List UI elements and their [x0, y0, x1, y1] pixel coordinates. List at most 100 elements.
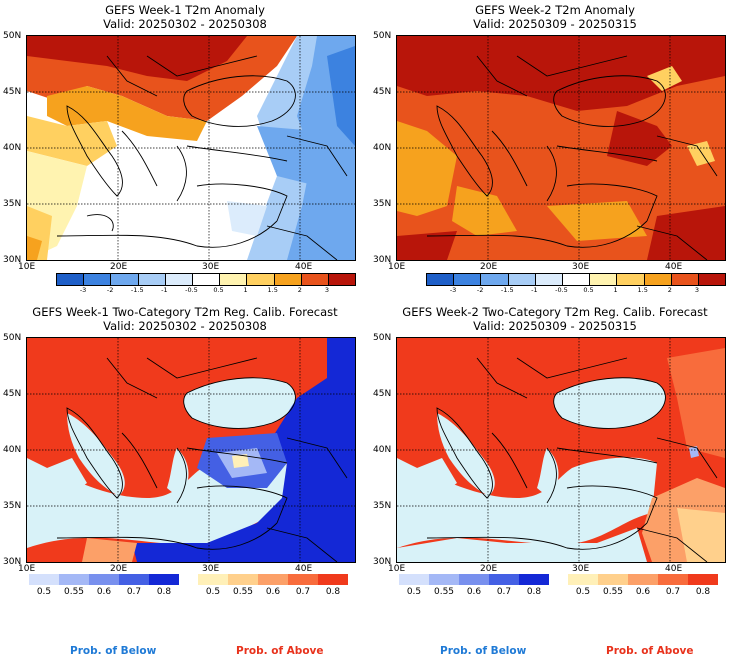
prob-above-label: 0.8	[695, 587, 711, 597]
anomaly-colorbar-label: 3	[324, 286, 329, 294]
lat-label-40n: 40N	[373, 143, 392, 153]
prob-above-labels: 0.5 0.55 0.6 0.7 0.8	[568, 587, 718, 597]
prob-above-label: 0.7	[665, 587, 681, 597]
lat-label-45n: 45N	[373, 87, 392, 97]
prob-above-color-box	[628, 574, 658, 585]
prob-below-color-box	[59, 574, 89, 585]
panel-valid-dates: Valid: 20250302 - 20250308	[103, 319, 267, 333]
lon-label-20e: 20E	[480, 262, 498, 272]
anomaly-color-box	[617, 274, 645, 285]
anomaly-color-box	[165, 274, 193, 285]
prob-below-color-box	[429, 574, 459, 585]
prob-below-label: 0.8	[526, 587, 542, 597]
panel-valid-dates: Valid: 20250302 - 20250308	[103, 17, 267, 31]
prob-below-label: 0.6	[466, 587, 482, 597]
panel-week2-anomaly: GEFS Week-2 T2m Anomaly Valid: 20250309 …	[370, 0, 740, 300]
prob-above-colorbar	[198, 574, 348, 585]
caption-prob-below-left: Prob. of Below	[70, 645, 157, 657]
lon-label-40e: 40E	[665, 564, 683, 574]
anomaly-map-graphic	[27, 36, 355, 260]
lon-label-30e: 30E	[202, 262, 220, 272]
prob-below-color-box	[29, 574, 59, 585]
prob-below-label: 0.55	[433, 587, 455, 597]
prob-above-label: 0.8	[325, 587, 341, 597]
prob-above-color-box	[568, 574, 598, 585]
anomaly-color-box	[247, 274, 275, 285]
prob-above-label: 0.7	[295, 587, 311, 597]
prob-below-label: 0.55	[63, 587, 85, 597]
lon-label-10e: 10E	[18, 262, 36, 272]
lat-label-40n: 40N	[3, 143, 22, 153]
lon-label-40e: 40E	[665, 262, 683, 272]
prob-below-label: 0.5	[36, 587, 52, 597]
caption-prob-above-left: Prob. of Above	[236, 645, 324, 657]
anomaly-colorbar-label: -3	[449, 286, 457, 294]
prob-below-labels: 0.5 0.55 0.6 0.7 0.8	[399, 587, 549, 597]
caption-prob-below-right: Prob. of Below	[440, 645, 527, 657]
prob-above-color-box	[228, 574, 258, 585]
prob-above-label: 0.6	[265, 587, 281, 597]
anomaly-colorbar-label: -3	[79, 286, 87, 294]
prob-below-label: 0.7	[496, 587, 512, 597]
anomaly-color-box	[220, 274, 248, 285]
anomaly-colorbar-label: -1	[531, 286, 538, 294]
prob-below-colorbar	[399, 574, 549, 585]
lon-label-20e: 20E	[110, 564, 128, 574]
lat-label-45n: 45N	[3, 87, 22, 97]
lon-label-30e: 30E	[572, 262, 590, 272]
lat-label-45n: 45N	[373, 389, 392, 399]
prob-above-color-box	[288, 574, 318, 585]
prob-above-color-box	[318, 574, 348, 585]
panel-title: GEFS Week-2 T2m Anomaly	[475, 3, 635, 17]
prob-below-color-box	[489, 574, 519, 585]
anomaly-color-box	[481, 274, 509, 285]
anomaly-colorbar-label: 1	[613, 286, 618, 294]
panel-title: GEFS Week-1 T2m Anomaly	[105, 3, 265, 17]
lat-label-50n: 50N	[3, 333, 22, 343]
lon-label-30e: 30E	[202, 564, 220, 574]
anomaly-colorbar-labels: -3 -2 -1.5 -1 -0.5 0.5 1 1.5 2 3	[56, 286, 356, 296]
prob-above-label: 0.55	[232, 587, 254, 597]
anomaly-colorbar-label: 2	[667, 286, 672, 294]
anomaly-colorbar	[426, 273, 726, 286]
prob-above-label: 0.6	[635, 587, 651, 597]
lon-label-10e: 10E	[388, 262, 406, 272]
anomaly-color-box	[562, 274, 591, 285]
anomaly-color-box	[454, 274, 482, 285]
anomaly-colorbar-label: 1	[243, 286, 248, 294]
prob-above-color-box	[598, 574, 628, 585]
map-week2-probability	[396, 337, 726, 563]
anomaly-color-box	[671, 274, 699, 285]
anomaly-colorbar-label: -0.5	[185, 286, 198, 294]
anomaly-colorbar-label: -0.5	[555, 286, 568, 294]
anomaly-color-box	[644, 274, 672, 285]
prob-above-color-box	[258, 574, 288, 585]
probability-map-graphic	[397, 338, 725, 562]
anomaly-color-box	[274, 274, 302, 285]
lat-label-50n: 50N	[373, 31, 392, 41]
panel-week1-anomaly: GEFS Week-1 T2m Anomaly Valid: 20250302 …	[0, 0, 370, 300]
panel-title: GEFS Week-1 Two-Category T2m Reg. Calib.…	[32, 305, 338, 319]
map-week1-probability	[26, 337, 356, 563]
lat-label-50n: 50N	[3, 31, 22, 41]
prob-below-color-box	[459, 574, 489, 585]
map-week2-anomaly	[396, 35, 726, 261]
lat-label-35n: 35N	[373, 199, 392, 209]
lat-label-40n: 40N	[3, 445, 22, 455]
prob-above-color-box	[688, 574, 718, 585]
lat-label-30n: 30N	[373, 557, 392, 567]
anomaly-color-box	[57, 274, 85, 285]
anomaly-colorbar-label: 1.5	[637, 286, 648, 294]
lon-label-10e: 10E	[18, 564, 36, 574]
prob-below-color-box	[519, 574, 549, 585]
anomaly-color-box	[192, 274, 221, 285]
panel-title: GEFS Week-2 Two-Category T2m Reg. Calib.…	[402, 305, 708, 319]
prob-above-colorbar	[568, 574, 718, 585]
anomaly-color-box	[328, 274, 356, 285]
panel-week2-probability: GEFS Week-2 Two-Category T2m Reg. Calib.…	[370, 300, 740, 662]
anomaly-color-box	[111, 274, 139, 285]
prob-below-color-box	[149, 574, 179, 585]
prob-below-color-box	[89, 574, 119, 585]
prob-below-label: 0.5	[406, 587, 422, 597]
anomaly-colorbar-label: 2	[297, 286, 302, 294]
